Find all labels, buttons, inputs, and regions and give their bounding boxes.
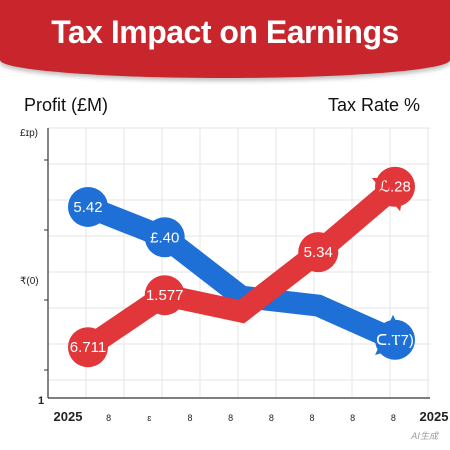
tax-rate-series-line [81, 178, 403, 357]
x-tick-label: 2025 [54, 409, 83, 424]
x-tick-labels: 2025 8 ɛ 8 8 8 8 8 8 2025 [54, 409, 449, 424]
data-label: £.40 [150, 229, 179, 246]
x-tick-label: 8 [350, 413, 355, 423]
x-tick-label: 2025 [420, 409, 449, 424]
left-tick-label-top: £ɪp) [20, 128, 38, 139]
profit-data-point [375, 319, 415, 360]
x-tick-label: 8 [187, 413, 192, 423]
tax-rate-data-point [298, 232, 339, 273]
data-label: 5.42 [73, 199, 102, 216]
x-tick-label: 8 [106, 413, 111, 423]
data-label: 6.711 [70, 339, 106, 356]
x-tick-label: 8 [309, 413, 314, 423]
x-tick-label: 8 [269, 413, 274, 423]
tax-rate-data-point [375, 166, 415, 207]
data-label: 5.34 [304, 244, 333, 261]
series-lines [81, 177, 408, 357]
data-label: ℒ.28 [379, 179, 411, 196]
profit-series-line [83, 196, 400, 350]
data-markers: 5.42 £.40 ᑕ.Ⲧ7) 6.711 1.577 5.34 ℒ.28 [68, 166, 415, 368]
x-tick-label: ɛ [147, 413, 151, 423]
title-banner [0, 0, 450, 78]
tax-rate-data-point [68, 327, 108, 368]
y-axis-right-label: Tax Rate % [328, 95, 420, 115]
chart-title: Tax Impact on Earnings [51, 14, 399, 50]
profit-data-point [68, 186, 108, 227]
y-axis-left-label: Profit (£M) [24, 95, 108, 115]
watermark-text: AI生成 [411, 432, 438, 442]
tax-rate-data-point [144, 275, 185, 316]
x-tick-label: 8 [228, 413, 233, 423]
left-tick-label-middle: ₹(0) [20, 276, 39, 287]
profit-data-point [144, 217, 185, 258]
x-tick-label: 8 [391, 413, 396, 423]
data-label: ᑕ.Ⲧ7) [376, 332, 414, 349]
left-tick-label-bottom: 1 [38, 395, 44, 407]
data-label: 1.577 [146, 287, 184, 304]
